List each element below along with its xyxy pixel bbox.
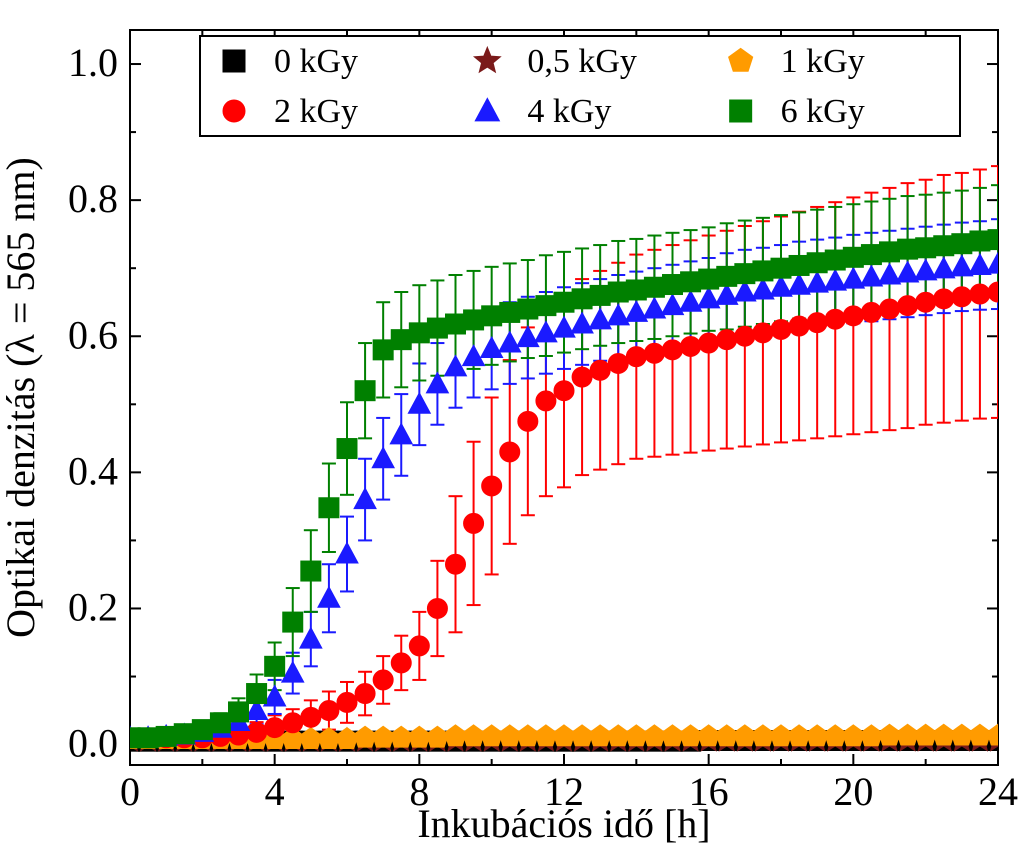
svg-text:0.4: 0.4 [68, 448, 118, 493]
svg-text:0.6: 0.6 [68, 312, 118, 357]
svg-text:1.0: 1.0 [68, 40, 118, 85]
svg-text:2 kGy: 2 kGy [274, 93, 358, 130]
svg-text:0,5 kGy: 0,5 kGy [527, 43, 637, 80]
svg-text:0 kGy: 0 kGy [274, 43, 358, 80]
svg-text:0: 0 [120, 769, 140, 814]
svg-text:0.2: 0.2 [68, 584, 118, 629]
growth-curve-chart: 048121620240.00.20.40.60.81.0Inkubációs … [0, 0, 1024, 847]
svg-text:4 kGy: 4 kGy [527, 93, 611, 130]
svg-text:4: 4 [265, 769, 285, 814]
svg-text:24: 24 [978, 769, 1018, 814]
svg-text:1 kGy: 1 kGy [781, 43, 865, 80]
svg-text:20: 20 [833, 769, 873, 814]
svg-text:Optikai denzitás (λ = 565 nm): Optikai denzitás (λ = 565 nm) [0, 157, 43, 638]
svg-text:0.8: 0.8 [68, 176, 118, 221]
svg-text:Inkubációs idő [h]: Inkubációs idő [h] [417, 801, 710, 846]
svg-text:6 kGy: 6 kGy [781, 93, 865, 130]
svg-text:0.0: 0.0 [68, 721, 118, 766]
